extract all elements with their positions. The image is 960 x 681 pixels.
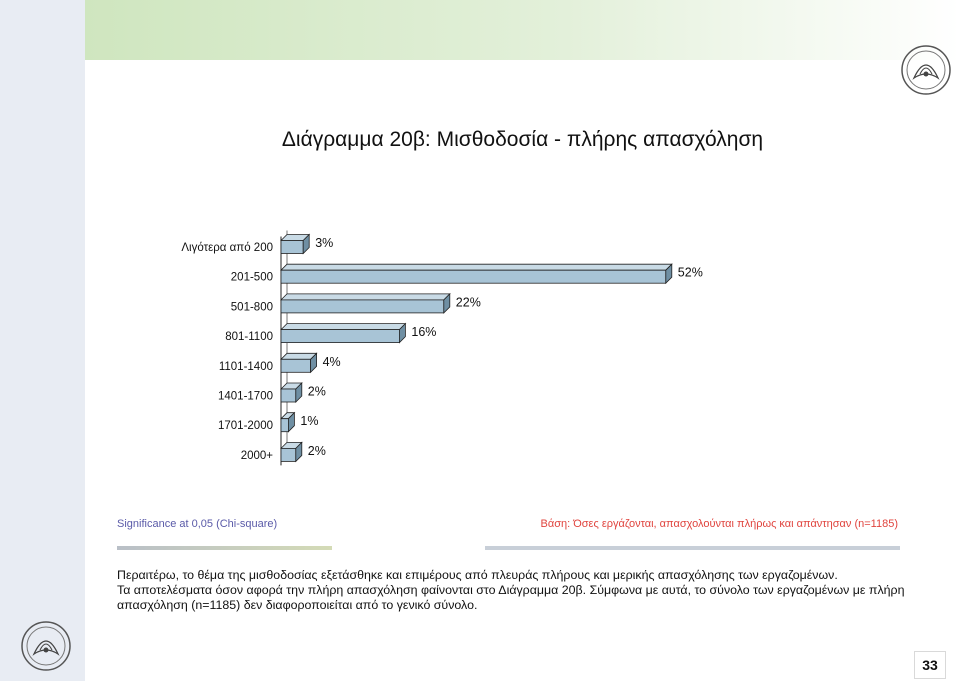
- base-underline: [485, 546, 900, 550]
- logo-icon: [21, 621, 71, 671]
- significance-note: Significance at 0,05 (Chi-square): [117, 518, 278, 530]
- data-label: 52%: [678, 266, 703, 280]
- page-number: 33: [914, 651, 946, 679]
- bar-chart: Λιγότερα από 200 3% 201-500 52% 501-800 22% 80…: [181, 230, 703, 466]
- data-label: 1%: [300, 414, 318, 428]
- category-label: 801-1100: [225, 331, 273, 343]
- top-band: [85, 0, 960, 60]
- category-label: 1101-1400: [219, 361, 273, 373]
- data-label: 4%: [323, 355, 341, 369]
- category-label: 201-500: [231, 272, 273, 284]
- body-text: Περαιτέρω, το θέμα της μισθοδοσίας εξετά…: [117, 568, 917, 613]
- bar-end-face: [287, 411, 295, 433]
- category-label: 1701-2000: [218, 420, 273, 432]
- bar-end-face: [295, 382, 303, 403]
- data-label: 2%: [308, 385, 326, 399]
- bar: [280, 329, 400, 344]
- category-label: 1401-1700: [218, 391, 273, 403]
- bar-end-face: [398, 322, 406, 344]
- bar-end-face: [443, 292, 451, 314]
- base-note: Βάση: Όσες εργάζονται, απασχολούνται πλή…: [540, 518, 898, 530]
- bar-end-face: [295, 441, 303, 463]
- bar-end-face: [310, 352, 318, 374]
- significance-underline: [117, 546, 332, 550]
- body-line-2: Τα αποτελέσματα όσον αφορά την πλήρη απα…: [117, 583, 905, 612]
- bar-end-face: [665, 263, 673, 285]
- category-label: Λιγότερα από 200: [181, 242, 273, 254]
- bar-end-face: [302, 233, 310, 255]
- category-label: 2000+: [241, 450, 274, 462]
- page-title: Διάγραμμα 20β: Μισθοδοσία - πλήρης απασχ…: [281, 128, 764, 151]
- bar: [280, 358, 312, 373]
- data-label: 16%: [411, 325, 436, 339]
- bar: [280, 447, 297, 462]
- bar: [280, 240, 304, 254]
- logo-icon: [901, 45, 951, 95]
- category-label: 501-800: [231, 301, 273, 313]
- data-label: 3%: [315, 236, 333, 250]
- bar-top-face: [280, 263, 673, 271]
- body-line-1: Περαιτέρω, το θέμα της μισθοδοσίας εξετά…: [117, 568, 838, 582]
- data-label: 2%: [308, 444, 326, 458]
- bar: [280, 299, 445, 314]
- bar: [280, 269, 667, 284]
- left-band: [0, 0, 85, 681]
- bar: [280, 388, 297, 403]
- bar-top-face: [280, 323, 407, 331]
- bar-top-face: [280, 293, 451, 301]
- bar: [280, 418, 289, 433]
- data-label: 22%: [456, 295, 481, 309]
